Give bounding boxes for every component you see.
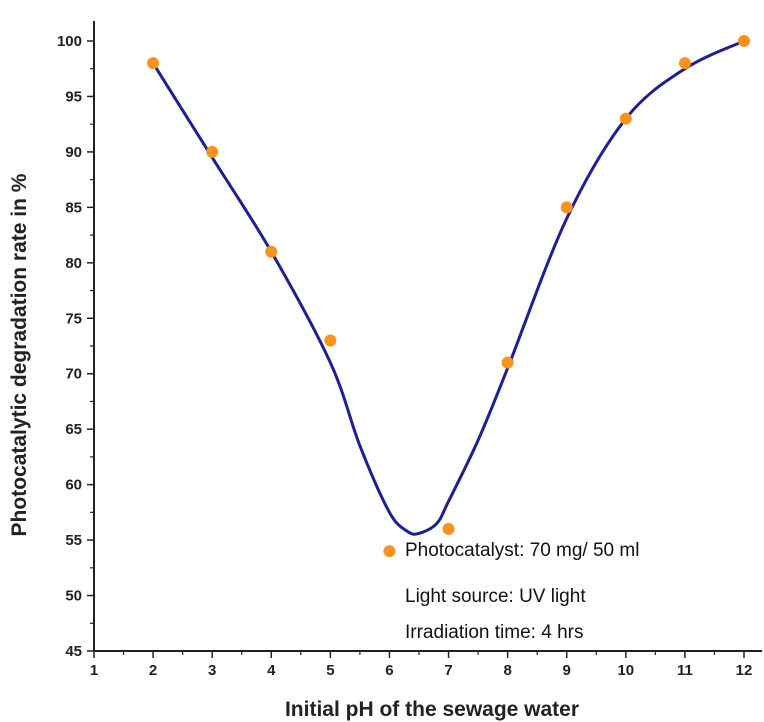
data-point [442, 523, 455, 535]
data-point [206, 145, 219, 158]
data-point [678, 57, 691, 70]
data-point [383, 545, 396, 558]
y-tick-label: 95 [65, 88, 82, 105]
x-tick-label: 4 [267, 662, 276, 679]
x-tick-label: 6 [385, 662, 393, 679]
x-tick-label: 5 [326, 662, 334, 679]
axes [87, 21, 762, 658]
data-point [265, 245, 278, 258]
data-point [501, 356, 514, 369]
fit-curve [151, 39, 745, 536]
x-tick-label: 10 [617, 662, 634, 679]
y-tick-label: 90 [65, 144, 82, 161]
y-tick-label: 80 [65, 255, 82, 272]
y-tick-label: 45 [65, 643, 82, 660]
annotation-irradiation-time: Irradiation time: 4 hrs [405, 622, 583, 643]
data-point [738, 35, 750, 47]
fit-curve-layer [151, 39, 745, 536]
annotation-light-source: Light source: UV light [405, 586, 586, 607]
y-tick-label: 65 [65, 421, 82, 438]
y-tick-label: 50 [65, 588, 82, 605]
x-tick-label: 8 [503, 662, 511, 679]
x-tick-label: 1 [90, 662, 98, 679]
data-point [560, 201, 573, 214]
y-tick-label: 75 [65, 310, 82, 327]
data-points-layer [147, 35, 750, 558]
data-point [324, 334, 337, 347]
x-tick-label: 9 [563, 662, 571, 679]
data-point [619, 112, 632, 125]
x-axis-title: Initial pH of the sewage water [285, 698, 579, 721]
x-tick-label: 3 [208, 662, 216, 679]
y-tick-label: 85 [65, 199, 82, 216]
x-tick-label: 11 [677, 662, 693, 679]
data-point [147, 57, 160, 70]
y-tick-label: 100 [57, 33, 82, 50]
x-tick-label: 7 [444, 662, 452, 679]
y-tick-label: 60 [65, 477, 82, 494]
annotation-photocatalyst: Photocatalyst: 70 mg/ 50 ml [405, 540, 639, 561]
y-tick-label: 70 [65, 366, 82, 383]
x-tick-label: 12 [736, 662, 753, 679]
y-tick-label: 55 [65, 532, 82, 549]
x-tick-label: 2 [149, 662, 157, 679]
y-axis-title: Photocatalytic degradation rate in % [8, 173, 31, 536]
